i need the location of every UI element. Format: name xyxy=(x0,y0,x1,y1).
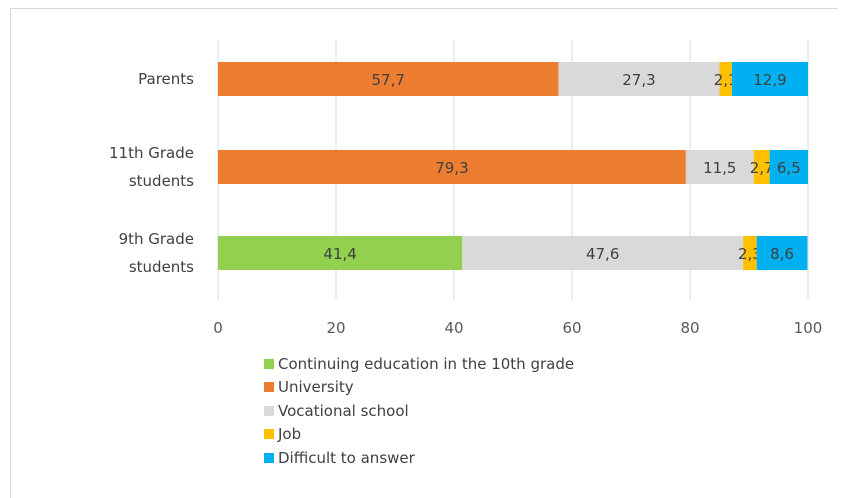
chart-legend: Continuing education in the 10th grade Un… xyxy=(264,352,574,470)
legend-item: Difficult to answer xyxy=(264,446,574,470)
bar-segment xyxy=(685,150,754,184)
data-label: 11,5 xyxy=(703,159,736,177)
legend-label: Vocational school xyxy=(278,401,409,420)
data-label: 27,3 xyxy=(622,71,655,89)
legend-swatch xyxy=(264,405,274,416)
x-tick-label: 0 xyxy=(213,319,223,337)
data-label: 47,6 xyxy=(586,245,619,263)
legend-label: Difficult to answer xyxy=(278,448,415,467)
legend-label: University xyxy=(278,378,354,397)
bar-segment xyxy=(753,150,770,184)
legend-item: Continuing education in the 10th grade xyxy=(264,352,574,376)
legend-swatch xyxy=(264,382,274,393)
stacked-bar-chart: 0 20 40 60 80 100 Parents 11th Grade students 9th… xyxy=(109,40,823,337)
legend-swatch xyxy=(264,358,274,369)
x-tick-label: 20 xyxy=(326,319,345,337)
bar-segment xyxy=(719,62,732,96)
category-label: students xyxy=(129,172,194,190)
bar-segment xyxy=(218,236,463,270)
category-label: Parents xyxy=(138,70,194,88)
x-tick-label: 100 xyxy=(794,319,823,337)
category-label: 9th Grade xyxy=(119,230,194,248)
x-tick-label: 40 xyxy=(444,319,463,337)
chart-frame xyxy=(10,8,838,498)
data-label: 41,4 xyxy=(323,245,356,263)
data-label: 12,9 xyxy=(753,71,786,89)
data-label: 6,5 xyxy=(777,159,801,177)
x-tick-label: 60 xyxy=(562,319,581,337)
bar-segment xyxy=(218,62,559,96)
legend-item: Job xyxy=(264,423,574,447)
legend-item: Vocational school xyxy=(264,399,574,423)
legend-swatch xyxy=(264,452,274,463)
x-tick-label: 80 xyxy=(680,319,699,337)
data-label: 57,7 xyxy=(372,71,405,89)
category-label: students xyxy=(129,258,194,276)
legend-label: Job xyxy=(278,425,302,444)
data-label: 8,6 xyxy=(770,245,794,263)
bar-segment xyxy=(756,236,808,270)
bar-segment xyxy=(743,236,757,270)
bar-segment xyxy=(218,150,686,184)
bar-segment xyxy=(462,236,744,270)
bar-segment xyxy=(731,62,808,96)
legend-item: University xyxy=(264,376,574,400)
legend-label: Continuing education in the 10th grade xyxy=(278,354,575,373)
bar-segment xyxy=(769,150,808,184)
data-label: 2,3 xyxy=(738,245,762,263)
legend-swatch xyxy=(264,429,274,440)
data-label: 2,7 xyxy=(750,159,774,177)
data-label: 2,1 xyxy=(714,71,738,89)
category-label: 11th Grade xyxy=(109,144,194,162)
bar-segment xyxy=(558,62,720,96)
data-label: 79,3 xyxy=(435,159,468,177)
